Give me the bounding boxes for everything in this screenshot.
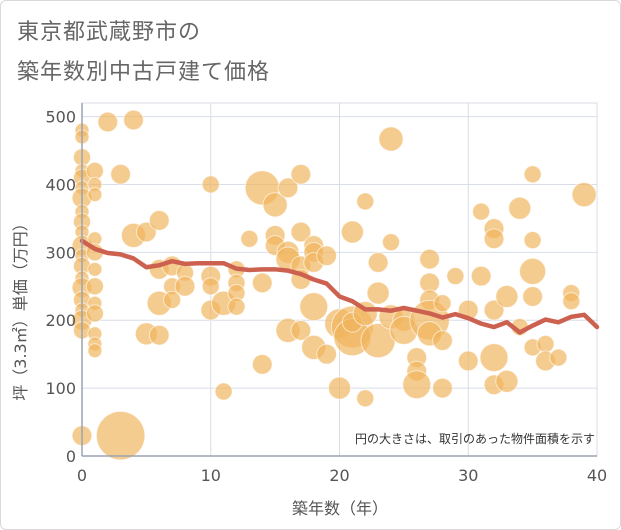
y-tick-label: 500 (45, 108, 76, 127)
bubble-point (483, 299, 505, 321)
bubble-point (432, 377, 453, 399)
bubbles (71, 109, 597, 461)
bubble-point (290, 320, 312, 341)
bubble-point (87, 187, 103, 203)
x-axis-label: 築年数（年） (292, 499, 388, 518)
bubble-point (523, 165, 542, 184)
trend-line (79, 238, 600, 335)
bubble-point (495, 369, 519, 393)
bubble-point (290, 221, 312, 243)
bubble-point (446, 267, 465, 286)
y-tick-label: 0 (66, 447, 76, 466)
bubble-point (214, 382, 233, 401)
bubble-point (277, 177, 299, 199)
bubble-point (522, 286, 544, 307)
bubble-point (85, 277, 104, 296)
bubble-point (340, 220, 364, 244)
y-tick-label: 300 (45, 243, 76, 262)
bubble-point (402, 370, 432, 400)
x-tick-label: 40 (587, 466, 607, 485)
bubble-point (110, 163, 132, 185)
axes: 0 100 200 300 400 500 0 10 20 30 40 (45, 103, 607, 485)
bubble-point (316, 343, 338, 365)
bubble-point (356, 192, 375, 211)
bubble-point (472, 202, 491, 221)
size-note: 円の大きさは、取引のあった物件面積を示す (355, 431, 595, 446)
bubble-point (519, 257, 547, 285)
bubble-point (227, 297, 246, 316)
chart-title-line-1: 東京都武蔵野市の (17, 20, 202, 45)
bubble-point (479, 343, 509, 373)
bubble-point (240, 229, 259, 248)
bubble-point (433, 294, 452, 313)
bubble-point (508, 196, 532, 220)
bubble-point (201, 277, 220, 296)
x-tick-label: 20 (329, 466, 349, 485)
x-tick-label: 0 (77, 466, 87, 485)
y-tick-label: 200 (45, 311, 76, 330)
bubble-point (148, 324, 170, 346)
bubble-point (316, 245, 338, 267)
bubble-point (201, 175, 220, 194)
bubble-point (85, 304, 104, 323)
bubble-point (356, 389, 375, 408)
bubble-point (95, 410, 146, 461)
bubble-point (457, 350, 479, 372)
bubble-point (97, 111, 119, 133)
bubble-point (85, 161, 104, 180)
y-tick-label: 400 (45, 175, 76, 194)
bubble-point (148, 210, 170, 231)
trend-line-group (79, 238, 600, 335)
bubble-point (299, 292, 329, 322)
bubble-point (251, 353, 273, 375)
bubble-point (419, 248, 441, 270)
bubble-point (381, 233, 401, 252)
bubble-point (536, 334, 555, 354)
chart-title-line-2: 築年数別中古戸建て価格 (17, 60, 271, 85)
bubble-point (366, 281, 390, 305)
bubble-point (432, 330, 453, 351)
bubble-point (123, 109, 144, 131)
bubble-point (262, 192, 288, 218)
bubble-point (290, 163, 312, 185)
bubble-point (523, 231, 542, 250)
bubble-point (87, 343, 103, 359)
bubble-point (483, 228, 505, 250)
y-axis-label: 坪（3.3㎡）単価（万円） (11, 215, 30, 400)
bubble-point (87, 261, 103, 277)
bubble-point (549, 348, 568, 367)
y-tick-label: 100 (45, 379, 76, 398)
bubble-point (367, 252, 389, 273)
bubble-point (495, 284, 519, 309)
bubble-point (251, 272, 273, 294)
bubble-point (470, 265, 492, 287)
bubble-point (378, 126, 404, 152)
bubble-point (163, 290, 182, 309)
bubble-point (174, 275, 196, 297)
bubble-point (327, 376, 352, 400)
x-tick-label: 10 (201, 466, 221, 485)
bubble-point (562, 292, 581, 311)
x-tick-label: 30 (458, 466, 478, 485)
bubble-point (571, 182, 597, 208)
